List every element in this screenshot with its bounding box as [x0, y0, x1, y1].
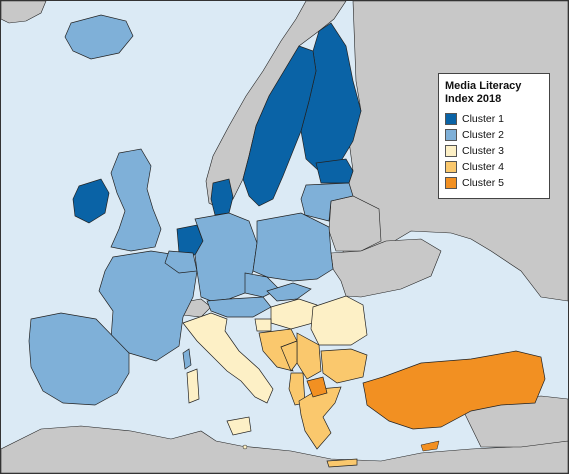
bulgaria — [320, 348, 368, 384]
sweden — [242, 45, 317, 207]
legend-swatch-cluster-2 — [445, 129, 457, 141]
legend-item-cluster-3: Cluster 3 — [445, 143, 543, 159]
denmark — [210, 178, 234, 216]
north-africa-land — [1, 425, 568, 473]
turkey — [362, 350, 546, 430]
united-kingdom — [110, 148, 162, 252]
legend-item-cluster-2: Cluster 2 — [445, 127, 543, 143]
bosnia — [280, 340, 298, 372]
ireland — [72, 178, 110, 224]
malta — [242, 444, 248, 450]
cluster-5-countries — [306, 350, 546, 430]
ukraine-land — [330, 238, 442, 298]
belgium — [164, 250, 198, 274]
spain-portugal — [28, 312, 130, 406]
greenland-tip — [1, 1, 47, 24]
legend-label-cluster-3: Cluster 3 — [462, 145, 505, 157]
cluster-3-countries — [182, 295, 368, 436]
legend-item-cluster-1: Cluster 1 — [445, 111, 543, 127]
norway-land — [205, 1, 347, 210]
latvia-lithuania — [300, 182, 354, 222]
cluster-2-countries — [28, 14, 354, 406]
sicily — [226, 416, 252, 436]
austria — [206, 296, 272, 318]
cyprus — [420, 440, 440, 452]
cluster-4-countries — [258, 328, 368, 468]
greece — [298, 386, 342, 450]
romania — [310, 295, 368, 346]
crete — [326, 458, 358, 468]
estonia — [315, 158, 354, 184]
legend-label-cluster-2: Cluster 2 — [462, 129, 505, 141]
legend-swatch-cluster-4 — [445, 161, 457, 173]
legend-title: Media Literacy Index 2018 — [445, 80, 543, 106]
legend-title-line1: Media Literacy — [445, 80, 522, 92]
legend-label-cluster-4: Cluster 4 — [462, 161, 505, 173]
legend-title-line2: Index 2018 — [445, 93, 502, 105]
sardinia — [186, 368, 200, 404]
legend-swatch-cluster-1 — [445, 113, 457, 125]
belarus-land — [328, 195, 382, 252]
legend-swatch-cluster-3 — [445, 145, 457, 157]
legend: Media Literacy Index 2018 Cluster 1 Clus… — [438, 73, 550, 199]
north-macedonia — [306, 376, 328, 398]
italy — [182, 312, 274, 404]
legend-item-cluster-5: Cluster 5 — [445, 175, 543, 191]
legend-label-cluster-1: Cluster 1 — [462, 113, 505, 125]
island-details — [242, 444, 248, 450]
slovakia — [266, 282, 312, 302]
legend-swatch-cluster-5 — [445, 177, 457, 189]
corsica — [182, 348, 192, 370]
cyprus-group — [420, 440, 440, 452]
cluster-1-countries — [72, 22, 362, 256]
poland — [252, 212, 334, 282]
legend-item-cluster-4: Cluster 4 — [445, 159, 543, 175]
slovenia — [254, 318, 272, 332]
iceland — [64, 14, 134, 60]
legend-label-cluster-5: Cluster 5 — [462, 177, 505, 189]
